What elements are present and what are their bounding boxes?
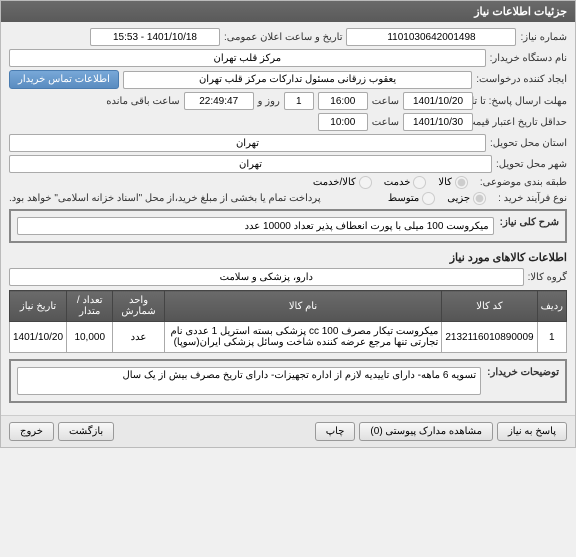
group-field: دارو، پزشکی و سلامت — [9, 268, 524, 286]
day-count-field: 1 — [284, 92, 314, 110]
table-cell: 1401/10/20 — [10, 322, 67, 353]
niaz-number-label: شماره نیاز: — [520, 32, 567, 43]
table-header: تاریخ نیاز — [10, 291, 67, 322]
table-row: 12132116010890009میکروست تیکار مصرف cc 1… — [10, 322, 567, 353]
city-field: تهران — [9, 155, 492, 173]
panel-title: جزئیات اطلاعات نیاز — [1, 1, 575, 22]
explain-label: توضیحات خریدار: — [487, 367, 559, 395]
payment-note: پرداخت تمام یا بخشی از مبلغ خرید،از محل … — [9, 193, 321, 204]
table-cell: 1 — [537, 322, 566, 353]
table-header: نام کالا — [164, 291, 442, 322]
items-section-title: اطلاعات کالاهای مورد نیاز — [9, 251, 567, 264]
contact-button[interactable]: اطلاعات تماس خریدار — [9, 70, 119, 89]
announce-field: 1401/10/18 - 15:53 — [90, 28, 220, 46]
price-time-field: 10:00 — [318, 113, 368, 131]
day-label: روز و — [258, 96, 280, 107]
announce-label: تاریخ و ساعت اعلان عمومی: — [224, 32, 343, 43]
need-title-field: میکروست 100 میلی با پورت انعطاف پذیر تعد… — [17, 217, 494, 235]
price-date-field: 1401/10/30 — [403, 113, 473, 131]
print-button[interactable]: چاپ — [315, 422, 356, 441]
table-header: کد کالا — [442, 291, 537, 322]
buyer-device-field: مرکز قلب تهران — [9, 49, 486, 67]
explain-field: تسویه 6 ماهه- دارای تاییدیه لازم از ادار… — [17, 367, 481, 395]
reply-time-field: 16:00 — [318, 92, 368, 110]
table-cell: 10,000 — [67, 322, 113, 353]
table-cell: عدد — [113, 322, 164, 353]
reply-date-field: 1401/10/20 — [403, 92, 473, 110]
items-table: ردیفکد کالانام کالاواحد شمارشتعداد / متد… — [9, 290, 567, 353]
pt-motavasset-radio[interactable]: متوسط — [388, 192, 435, 205]
table-cell: میکروست تیکار مصرف cc 100 پزشکی بسته است… — [164, 322, 442, 353]
group-label: گروه کالا: — [528, 272, 567, 283]
pt-jozi-radio[interactable]: جزیی — [447, 192, 486, 205]
buyer-device-label: نام دستگاه خریدار: — [490, 53, 567, 64]
price-valid-label: حداقل تاریخ اعتبار قیمت: تا تاریخ: — [477, 117, 567, 128]
city-label: شهر محل تحویل: — [496, 159, 567, 170]
cat-kala-radio[interactable]: کالا — [438, 176, 468, 189]
province-label: استان محل تحویل: — [490, 138, 567, 149]
reply-deadline-label: مهلت ارسال پاسخ: تا تاریخ: — [477, 96, 567, 107]
niaz-number-field: 1101030642001498 — [346, 28, 516, 46]
need-title-label: شرح کلی نیاز: — [500, 217, 559, 228]
table-header: تعداد / متدار — [67, 291, 113, 322]
requester-label: ایجاد کننده درخواست: — [476, 74, 567, 85]
time-label-2: ساعت — [372, 117, 399, 128]
need-title-box: شرح کلی نیاز: میکروست 100 میلی با پورت ا… — [9, 209, 567, 243]
requester-field: یعقوب زرقانی مسئول تدارکات مرکز قلب تهرا… — [123, 71, 472, 89]
table-header: ردیف — [537, 291, 566, 322]
cat-both-radio[interactable]: کالا/خدمت — [313, 176, 372, 189]
remaining-label: ساعت باقی مانده — [106, 96, 179, 107]
attachments-button[interactable]: مشاهده مدارک پیوستی (0) — [359, 422, 493, 441]
province-field: تهران — [9, 134, 486, 152]
exit-button[interactable]: خروج — [9, 422, 54, 441]
category-label: طبقه بندی موضوعی: — [480, 177, 567, 188]
reply-button[interactable]: پاسخ به نیاز — [497, 422, 567, 441]
buyer-explain-box: توضیحات خریدار: تسویه 6 ماهه- دارای تایی… — [9, 359, 567, 403]
time-label-1: ساعت — [372, 96, 399, 107]
button-bar: پاسخ به نیاز مشاهده مدارک پیوستی (0) چاپ… — [1, 415, 575, 447]
remaining-time-field: 22:49:47 — [184, 92, 254, 110]
table-header: واحد شمارش — [113, 291, 164, 322]
panel-body: شماره نیاز: 1101030642001498 تاریخ و ساع… — [1, 22, 575, 415]
details-panel: جزئیات اطلاعات نیاز شماره نیاز: 11010306… — [0, 0, 576, 448]
cat-khadamat-radio[interactable]: خدمت — [384, 176, 427, 189]
back-button[interactable]: بازگشت — [58, 422, 114, 441]
table-cell: 2132116010890009 — [442, 322, 537, 353]
purchase-type-label: نوع فرآیند خرید : — [498, 193, 567, 204]
